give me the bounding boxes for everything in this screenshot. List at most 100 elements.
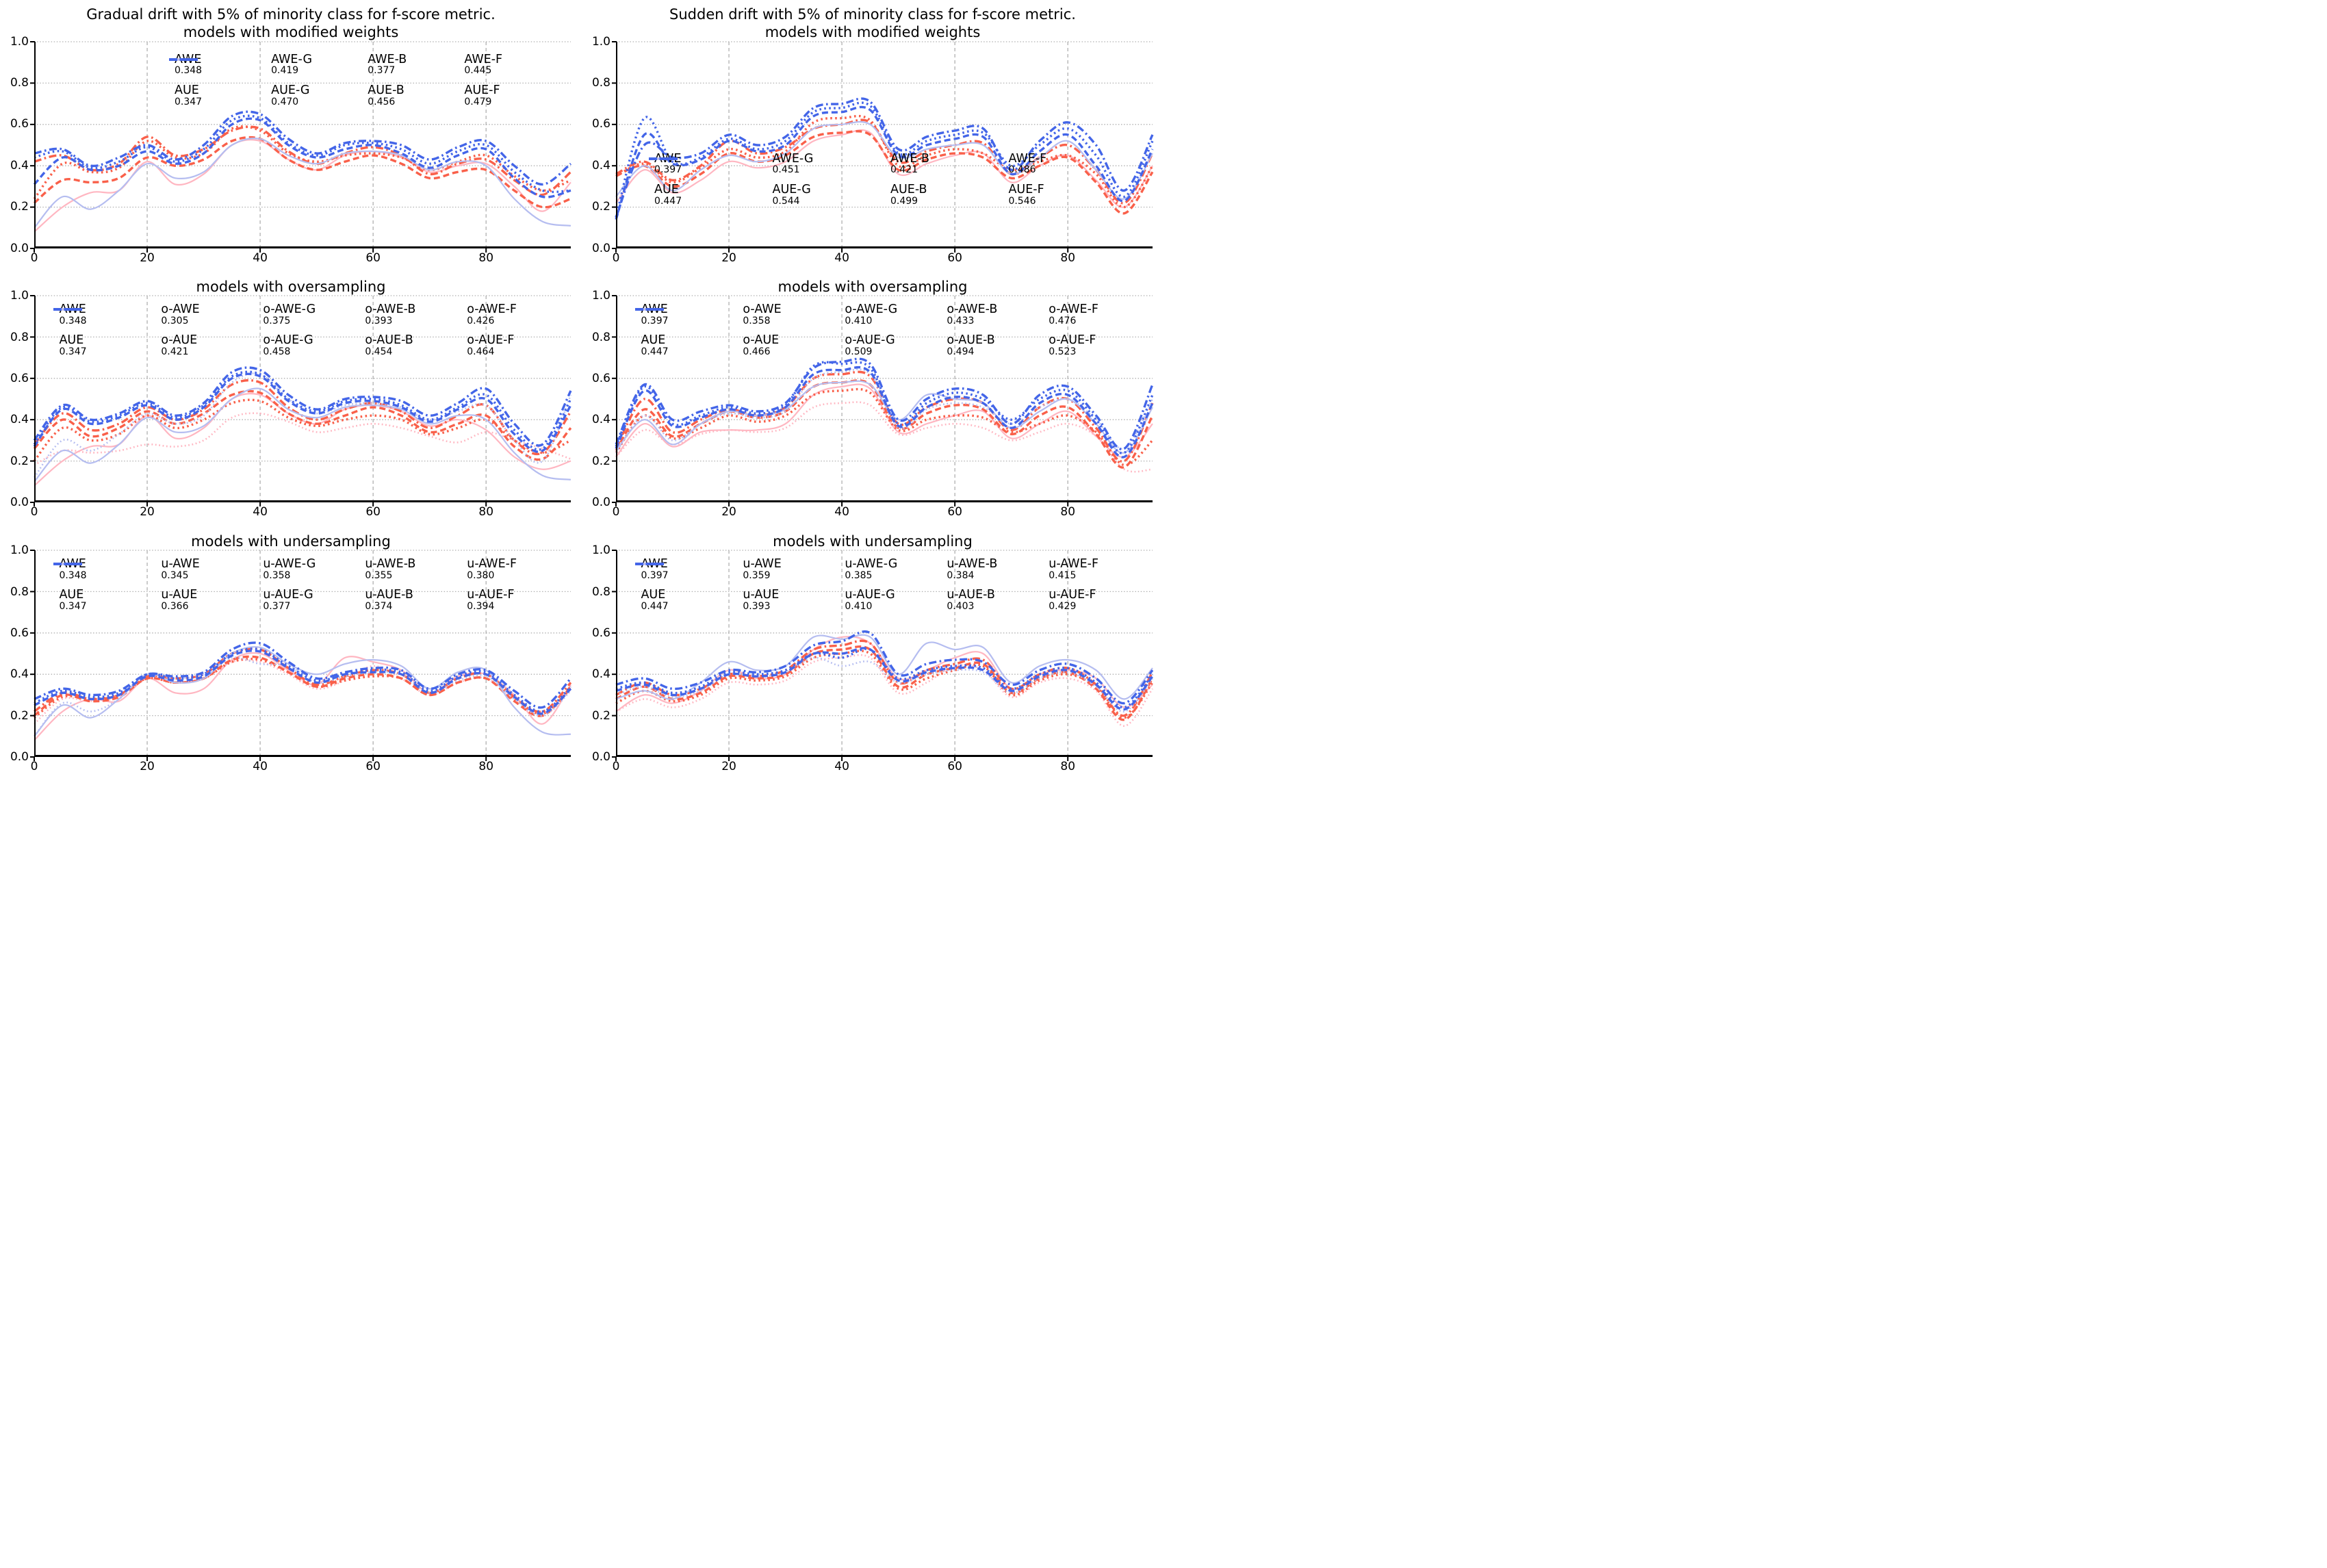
legend-text: u-AWE 0.345 [161,558,199,580]
legend-text: AWE-G 0.419 [271,53,312,76]
legend-text: o-AUE 0.421 [161,335,197,357]
legend-entry: o-AUE-G 0.458 [53,308,359,357]
series-line-aue [34,137,571,229]
legend-entry: o-AWE-G 0.410 [635,303,940,327]
legend-series-score: 0.375 [263,316,291,327]
series-line-u-aue-b [615,647,1154,711]
legend-series-name: u-AUE [161,588,198,602]
legend-series-name: AUE-F [464,83,500,97]
legend-series-score: 0.494 [947,346,975,358]
y-tick-label: 0.6 [10,117,29,131]
series-line-u-aue-f [615,630,1154,705]
y-tick-label: 1.0 [10,543,29,558]
x-tick-label: 0 [612,760,620,774]
series-line-aue-g [615,101,1154,218]
legend-series-name: o-AUE [743,333,780,348]
legend-text: u-AUE-B 0.374 [365,589,413,612]
legend-series-name: u-AWE-G [845,557,898,571]
series-line-aue-f [615,97,1154,218]
legend-series-name: o-AWE [743,303,782,317]
legend-entry: o-AWE-B 0.433 [635,303,1042,326]
x-tick-label: 20 [721,760,736,774]
legend-entry: u-AWE-G 0.358 [53,558,359,580]
legend-series-score: 0.403 [947,601,975,613]
legend-series-name: o-AWE-G [845,303,898,317]
legend-series-name: AWE-F [1008,151,1047,166]
legend-entry: AUE-B 0.499 [649,157,1002,207]
y-tick-label: 0.8 [591,330,610,344]
series-line-o-aue [33,372,572,478]
x-tick-label: 0 [30,760,38,774]
x-tick-label: 60 [365,760,381,774]
y-tick-label: 0.2 [591,200,610,214]
legend-series-name: o-AUE-B [365,333,413,348]
x-tick-label: 80 [478,250,494,265]
legend-series-name: u-AWE-F [1049,557,1099,571]
legend-series-score: 0.546 [1008,195,1036,207]
column-suptitle: Gradual drift with 5% of minority class … [86,6,496,23]
y-tick-label: 0.4 [591,413,610,427]
legend-text: u-AWE-B 0.355 [365,558,415,580]
plot-area: AWE 0.348 o-AWE 0.305 o-AWE-G 0.375 o-AWE-B 0.3… [30,295,572,507]
legend-series-score: 0.486 [1008,164,1036,176]
plot-canvas [30,550,572,762]
legend-entry: AWE-F 0.486 [649,151,1120,176]
y-tick-label: 1.0 [591,34,610,49]
series-line-o-awe-b [33,390,572,461]
legend-text: o-AWE 0.358 [743,303,782,326]
legend-text: AUE-B 0.456 [368,84,404,107]
y-tick-label: 1.0 [10,34,29,49]
subplot-title: models with undersampling [191,533,391,550]
legend-series-score: 0.348 [59,316,87,327]
legend-text: o-AUE-F 0.464 [467,335,514,357]
y-tick-label: 1.0 [591,543,610,558]
legend-text: o-AWE-G 0.410 [845,303,898,327]
legend-entry: AUE 0.347 [53,563,155,613]
legend-series-score: 0.410 [845,316,873,327]
legend-series-score: 0.347 [59,601,87,613]
series-line-aue [615,120,1153,200]
plot-canvas [30,295,572,507]
legend-series-name: u-AUE-G [263,588,313,602]
y-tick-label: 0.0 [10,496,29,510]
legend-entry: u-AWE-G 0.385 [635,557,940,580]
legend-series-name: u-AUE-G [845,588,895,602]
series-line-awe-f [615,118,1154,204]
y-tick-label: 0.2 [10,708,29,723]
legend-text: u-AWE-F 0.415 [1049,558,1098,580]
legend-series-score: 0.415 [1049,570,1077,582]
x-tick-label: 20 [140,505,155,519]
series-line-awe-f [34,125,572,196]
plot-area: AWE 0.397 u-AWE 0.359 u-AWE-G 0.385 u-AWE-B 0.3… [612,550,1154,762]
series-line-u-awe-g [615,650,1154,719]
series-line-aue [615,634,1153,700]
legend-entry: u-AWE-B 0.384 [635,558,1042,580]
legend-series-score: 0.394 [467,601,495,613]
x-axis-labels: 0 20 40 60 80 [613,502,1153,520]
legend-series-score: 0.544 [772,195,800,207]
legend-series-score: 0.377 [368,65,396,77]
legend-text: AWE 0.348 [59,303,87,327]
x-tick-label: 20 [721,505,736,519]
legend-series-name: o-AWE [161,303,200,317]
legend-text: o-AUE-B 0.494 [947,335,995,357]
series-line-o-aue-f [33,366,572,447]
series-line-o-aue-b [33,372,572,453]
legend-text: o-AUE 0.466 [743,335,779,357]
legend-series-score: 0.499 [890,195,918,207]
legend-entry: o-AUE-B 0.494 [635,308,1042,357]
series-line-aue-b [33,117,571,198]
legend-entry: o-AUE 0.466 [635,308,838,357]
legend-text: u-AWE 0.359 [743,558,781,580]
legend-entry: o-AWE-G 0.375 [53,303,359,327]
legend-series-name: u-AUE-F [1049,588,1096,602]
subplot-sudden-weights: Sudden drift with 5% of minority class f… [582,3,1164,275]
legend-entry: u-AWE 0.345 [53,558,257,580]
legend-entry: o-AUE-G 0.509 [635,308,940,357]
legend-text: AUE 0.347 [175,84,202,107]
plot-canvas [30,40,572,253]
legend-text: u-AUE-F 0.394 [467,589,514,613]
column-suptitle: Sudden drift with 5% of minority class f… [669,6,1076,23]
x-tick-label: 40 [253,250,268,265]
legend-series-name: u-AWE [161,557,200,571]
